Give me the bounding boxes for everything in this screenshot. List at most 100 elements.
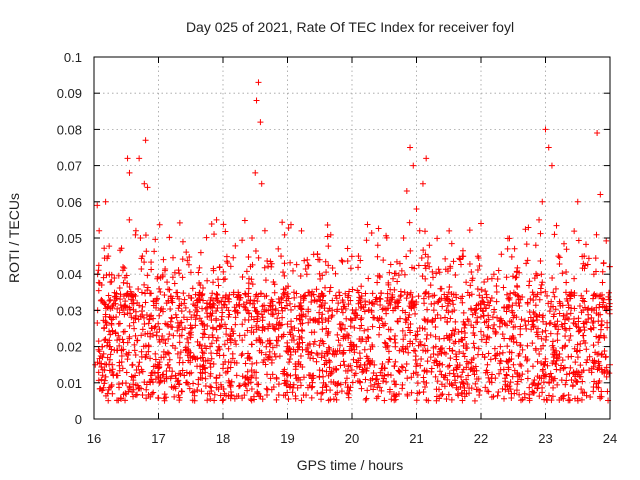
data-point xyxy=(121,311,128,318)
data-point xyxy=(605,289,612,296)
data-point xyxy=(291,294,298,301)
data-point xyxy=(179,256,186,263)
data-point xyxy=(222,321,229,328)
data-point xyxy=(321,305,328,312)
data-point xyxy=(195,376,202,383)
data-point xyxy=(301,257,308,264)
data-point xyxy=(325,243,332,250)
data-point xyxy=(206,390,213,397)
data-point xyxy=(441,291,448,298)
data-point xyxy=(305,308,312,315)
data-point xyxy=(566,370,573,377)
data-point xyxy=(383,232,390,239)
data-point xyxy=(471,367,478,374)
data-point xyxy=(472,363,479,370)
data-point xyxy=(367,383,374,390)
data-point xyxy=(365,275,372,282)
data-point xyxy=(407,321,414,328)
data-point xyxy=(189,389,196,396)
data-point xyxy=(202,383,209,390)
data-point xyxy=(597,191,604,198)
data-point xyxy=(404,375,411,382)
data-point xyxy=(170,254,177,261)
data-point xyxy=(266,348,273,355)
data-point xyxy=(510,314,517,321)
data-point xyxy=(571,228,578,235)
data-point xyxy=(299,328,306,335)
data-point xyxy=(529,340,536,347)
data-point xyxy=(296,316,303,323)
data-point xyxy=(241,332,248,339)
data-point xyxy=(287,331,294,338)
data-point xyxy=(176,370,183,377)
data-point xyxy=(227,364,234,371)
data-point xyxy=(549,274,556,281)
data-point xyxy=(208,221,215,228)
data-point xyxy=(473,319,480,326)
data-point xyxy=(248,341,255,348)
data-point xyxy=(362,376,369,383)
data-point xyxy=(114,305,121,312)
data-point xyxy=(368,230,375,237)
data-point xyxy=(369,375,376,382)
data-point xyxy=(432,333,439,340)
data-point xyxy=(480,312,487,319)
data-point xyxy=(400,336,407,343)
data-point xyxy=(369,357,376,364)
data-point xyxy=(468,385,475,392)
data-point xyxy=(346,288,353,295)
data-point xyxy=(558,321,565,328)
data-point xyxy=(310,372,317,379)
data-point xyxy=(292,363,299,370)
data-point xyxy=(130,319,137,326)
data-point xyxy=(396,297,403,304)
data-point xyxy=(459,299,466,306)
data-point xyxy=(173,375,180,382)
data-point xyxy=(576,347,583,354)
data-point xyxy=(272,307,279,314)
data-point xyxy=(468,359,475,366)
data-point xyxy=(123,369,130,376)
data-point xyxy=(543,396,550,403)
data-point xyxy=(592,255,599,262)
data-point xyxy=(599,268,606,275)
data-point xyxy=(115,272,122,279)
data-point xyxy=(544,292,551,299)
data-point xyxy=(518,376,525,383)
data-point xyxy=(148,259,155,266)
data-point xyxy=(391,270,398,277)
data-point xyxy=(319,384,326,391)
data-point xyxy=(191,392,198,399)
data-point xyxy=(489,314,496,321)
data-point xyxy=(156,326,163,333)
data-point xyxy=(316,342,323,349)
data-point xyxy=(258,291,265,298)
data-point xyxy=(551,311,558,318)
data-point xyxy=(337,381,344,388)
data-point xyxy=(467,305,474,312)
data-point xyxy=(344,368,351,375)
data-point xyxy=(186,385,193,392)
data-point xyxy=(545,300,552,307)
data-point xyxy=(169,274,176,281)
data-point xyxy=(175,267,182,274)
data-point xyxy=(274,315,281,322)
data-point xyxy=(209,310,216,317)
data-point xyxy=(539,198,546,205)
data-point xyxy=(417,362,424,369)
data-point xyxy=(584,356,591,363)
data-point xyxy=(145,391,152,398)
data-point xyxy=(166,331,173,338)
data-point xyxy=(244,387,251,394)
data-point xyxy=(393,381,400,388)
data-point xyxy=(476,263,483,270)
data-point xyxy=(433,270,440,277)
data-point xyxy=(319,291,326,298)
data-point xyxy=(263,343,270,350)
data-point xyxy=(558,362,565,369)
data-point xyxy=(563,279,570,286)
data-point xyxy=(587,394,594,401)
data-point xyxy=(269,322,276,329)
data-point xyxy=(561,240,568,247)
data-point xyxy=(334,331,341,338)
